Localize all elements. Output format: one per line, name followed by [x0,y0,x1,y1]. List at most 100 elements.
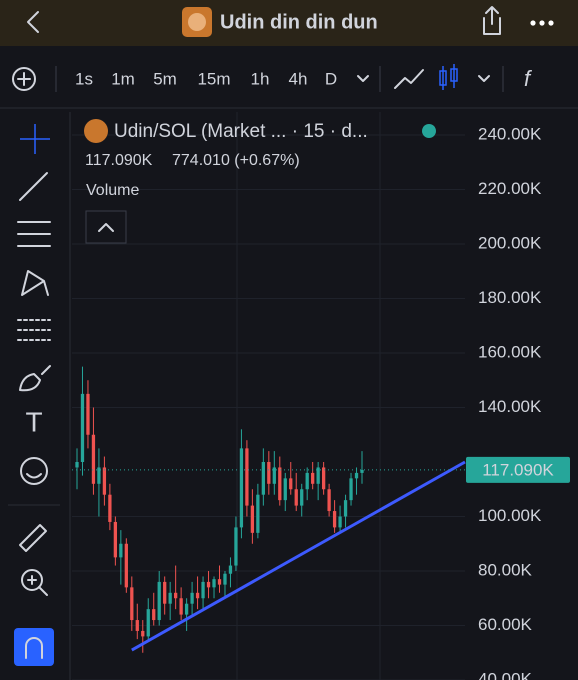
candle-chart-button[interactable] [439,64,458,90]
candle-body [184,603,189,615]
timeframe[interactable]: 1s [75,69,93,88]
candle-body [86,393,90,435]
dropdown[interactable] [357,75,369,82]
candle-body [228,565,233,574]
last-price-label: 117.090K [482,460,554,479]
candle-body [91,434,96,484]
candle-body [321,467,326,490]
zoom-icon [27,575,48,596]
symbol-avatar [84,119,108,143]
token-avatar-face [188,13,206,31]
candle-body [239,448,244,528]
trendline [131,460,466,652]
collapse-icon [98,223,114,232]
legend-change: 774.010 (+0.67%) [172,152,300,169]
projection-tool[interactable] [17,319,51,341]
magnet-icon [25,637,43,659]
magnet-tool[interactable] [14,628,54,666]
y-tick-label: 220.00K [478,179,542,198]
market-status [422,124,436,138]
y-tick-label: 140.00K [478,397,542,416]
candle-body [234,527,238,566]
timeframe[interactable]: 1m [111,69,135,88]
timeframe[interactable]: 1h [251,69,270,88]
timeframe[interactable]: 5m [153,69,177,88]
legend-study: Volume [86,182,139,199]
add-icon [17,72,31,86]
candle-body [119,543,123,558]
y-tick-label: 60.00K [478,615,533,634]
indicators-button[interactable]: f [524,66,533,91]
back-button[interactable] [27,11,39,33]
candle-body [267,462,271,484]
collapse-button[interactable] [85,210,127,244]
candle-body [152,609,156,621]
dropdown[interactable] [478,75,490,82]
candle-body [256,494,260,533]
timeframe[interactable]: 15m [197,69,230,88]
share-button[interactable] [483,6,501,35]
fib-tool[interactable] [17,221,51,247]
legend-symbol: Udin/SOL (Market ... · 15 · d... [114,121,368,142]
y-tick-label: 40.00K [478,669,533,680]
candle-body [245,448,249,506]
candle-body [223,573,227,585]
candle-body [354,472,359,479]
candle-body [174,592,178,599]
y-tick-label: 100.00K [478,506,542,525]
candle-body [217,579,222,585]
candle-body [163,581,167,604]
candle-body [332,511,337,528]
candle-body [190,592,194,604]
crosshair-tool[interactable] [20,124,50,154]
add-indicator[interactable] [12,67,36,91]
y-tick-label: 200.00K [478,233,542,252]
timeframe[interactable]: 4h [289,69,308,88]
text-tool[interactable]: T [25,406,42,437]
candle-body [278,467,282,501]
candle-body [113,521,118,558]
candle-body [157,581,161,621]
candle-body [168,592,172,604]
y-tick-label: 180.00K [478,288,542,307]
plot: 40.00K 60.00K 80.00K 100.00K 140.00K 160.00K 1… [72,124,570,680]
candle-body [146,609,150,637]
drawing-tools: T [8,124,60,666]
more-button[interactable] [530,20,554,26]
candle-body [360,469,364,473]
candle-body [80,393,85,462]
brush-tool[interactable] [19,365,51,392]
line-chart-button[interactable] [394,69,424,89]
candle-body [124,543,128,588]
candle-body [130,587,134,621]
candle-body [316,467,320,484]
candle-body [250,505,255,533]
legend-price: 117.090K [85,152,153,169]
pattern-tool[interactable] [21,270,49,296]
candle-body [75,462,79,468]
candle-body [261,462,265,495]
emoji-tool[interactable] [20,457,48,485]
zoom-tool[interactable] [21,569,43,591]
y-tick-label: 160.00K [478,342,542,361]
candle-body [300,489,304,506]
header-bar [0,0,578,46]
y-tick-label: 240.00K [478,124,542,143]
emoji-smile [26,473,42,479]
candle-body [349,478,353,501]
candle-body [289,478,293,490]
candle-body [141,630,145,637]
ruler-tool[interactable] [19,524,47,552]
last-price-tag [466,456,570,483]
timeframe[interactable]: D [325,69,337,88]
candle-body [212,579,216,588]
candle-body [311,472,315,484]
candle-body [343,500,348,517]
candle-body [179,598,183,615]
trendline-tool[interactable] [19,172,48,201]
candle-body [206,581,211,588]
candle-body [97,467,101,484]
header-title: Udin din din dun [220,11,378,33]
